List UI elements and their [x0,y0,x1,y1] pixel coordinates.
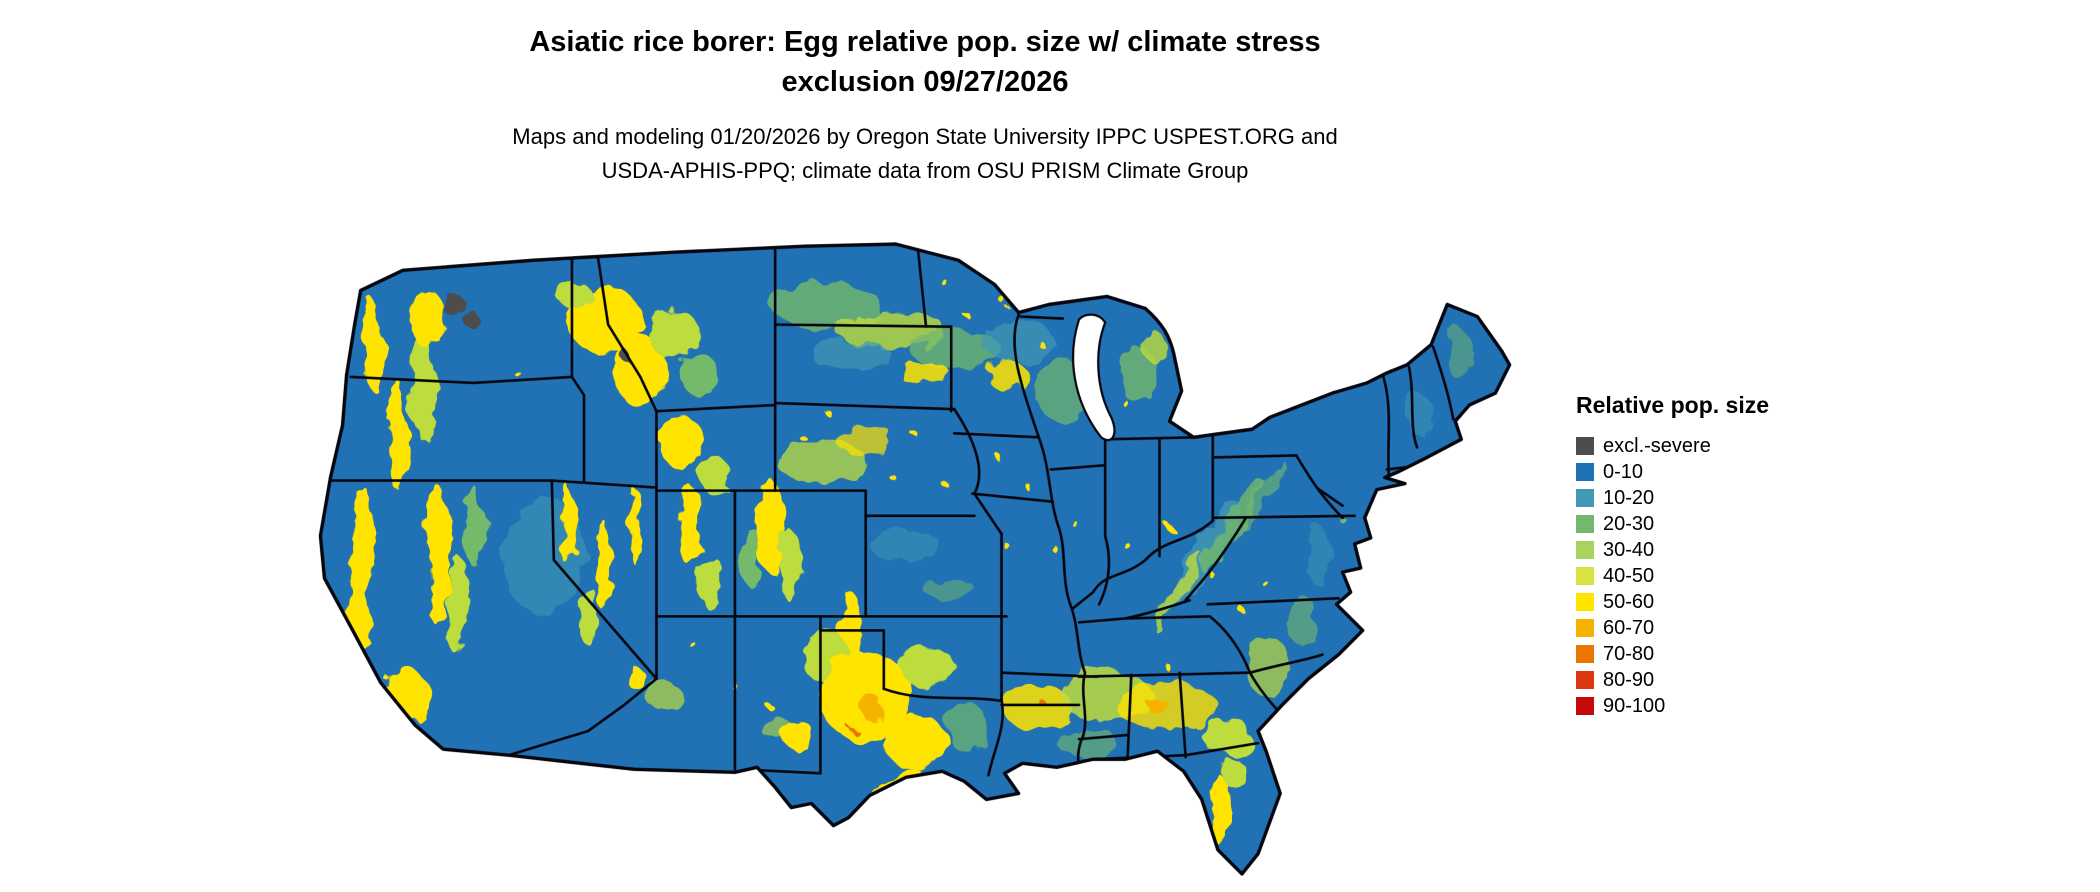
legend-label-70-80: 70-80 [1603,642,1655,665]
map-subtitle-line1: Maps and modeling 01/20/2026 by Oregon S… [512,124,1338,149]
legend-row-excl-severe: excl.-severe [1576,433,1876,459]
legend-swatch-40-50 [1576,567,1594,585]
legend-label-80-90: 80-90 [1603,668,1655,691]
legend-swatch-60-70 [1576,619,1594,637]
legend-row-70-80: 70-80 [1576,641,1876,667]
legend-label-20-30: 20-30 [1603,512,1655,535]
legend-swatch-20-30 [1576,515,1594,533]
legend-swatch-80-90 [1576,671,1594,689]
legend-row-80-90: 80-90 [1576,667,1876,693]
raster-speckle [515,281,1412,731]
map-subtitle-line2: USDA-APHIS-PPQ; climate data from OSU PR… [601,158,1249,183]
legend-label-30-40: 30-40 [1603,538,1655,561]
legend-label-60-70: 60-70 [1603,616,1655,639]
map-title: Asiatic rice borer: Egg relative pop. si… [0,22,1850,102]
map-title-line2: exclusion 09/27/2026 [781,66,1069,98]
legend-label-90-100: 90-100 [1603,694,1666,717]
legend-swatch-10-20 [1576,489,1594,507]
legend-row-20-30: 20-30 [1576,511,1876,537]
legend-label-0-10: 0-10 [1603,460,1644,483]
state-borders [323,248,1455,783]
legend-row-60-70: 60-70 [1576,615,1876,641]
legend-swatch-70-80 [1576,645,1594,663]
legend-swatch-90-100 [1576,697,1594,715]
legend-row-40-50: 40-50 [1576,563,1876,589]
legend-row-30-40: 30-40 [1576,537,1876,563]
map-title-line1: Asiatic rice borer: Egg relative pop. si… [529,26,1321,58]
legend-label-10-20: 10-20 [1603,486,1655,509]
map-subtitle: Maps and modeling 01/20/2026 by Oregon S… [0,120,1850,188]
us-choropleth-map [300,224,1532,888]
legend-row-10-20: 10-20 [1576,485,1876,511]
legend-title: Relative pop. size [1576,392,1770,418]
legend-row-0-10: 0-10 [1576,459,1876,485]
legend-swatch-0-10 [1576,463,1594,481]
legend-row-90-100: 90-100 [1576,693,1876,719]
legend-label-excl-severe: excl.-severe [1603,434,1711,457]
legend-label-40-50: 40-50 [1603,564,1655,587]
legend-swatch-excl-severe [1576,437,1594,455]
legend-swatch-30-40 [1576,541,1594,559]
legend-row-50-60: 50-60 [1576,589,1876,615]
legend-swatch-50-60 [1576,593,1594,611]
legend-label-50-60: 50-60 [1603,590,1655,613]
legend: Relative pop. size excl.-severe 0-10 10-… [1576,392,1876,719]
us-map-svg [318,242,1512,876]
population-raster-layer [320,244,1510,874]
lake-michigan [1071,313,1116,442]
